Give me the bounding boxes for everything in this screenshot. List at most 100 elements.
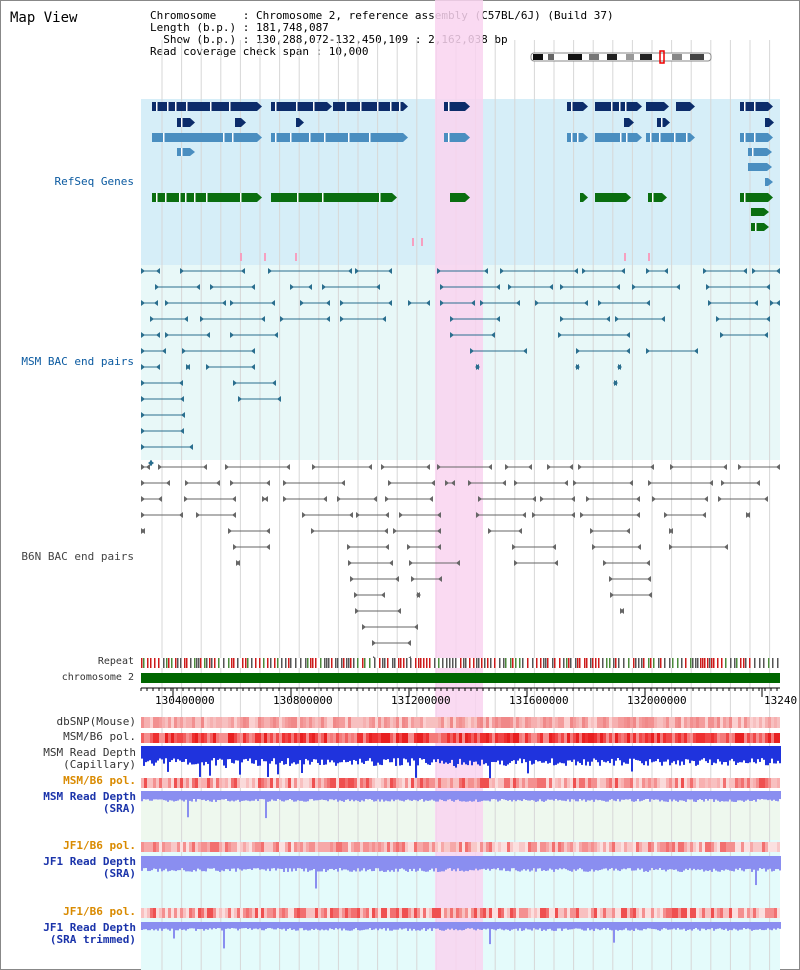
repeat-element	[245, 658, 247, 668]
msm-b6-pol-cell	[204, 778, 207, 788]
jf1-sra-depth-bar	[453, 856, 455, 870]
msm-b6-pol-cell	[300, 778, 303, 788]
jf1-trimmed-depth-bar	[411, 922, 413, 931]
jf1-trimmed-depth-bar	[445, 922, 447, 930]
msm-sra-depth-bar	[491, 791, 493, 800]
jf1-trimmed-depth-bar	[443, 922, 445, 931]
msm-b6-pol-cell	[369, 733, 372, 743]
msm-capillary-depth-bar	[407, 746, 409, 763]
dbsnp-cell	[360, 717, 363, 728]
jf1-trimmed-depth-bar	[457, 922, 459, 931]
repeat-element	[536, 658, 538, 668]
msm-b6-pol-cell	[213, 733, 216, 743]
jf1-b6-pol-cell	[192, 908, 195, 918]
track-label-refseq[interactable]: RefSeq Genes	[54, 175, 134, 188]
jf1-sra-depth-bar	[151, 856, 153, 871]
jf1-sra-depth-bar	[767, 856, 769, 870]
jf1-sra-depth-bar	[779, 856, 781, 871]
msm-capillary-depth-bar	[337, 746, 339, 764]
msm-sra-depth-bar	[749, 791, 751, 801]
msm-b6-pol-cell	[630, 778, 633, 788]
jf1-trimmed-depth-bar	[169, 922, 171, 931]
jf1-b6-pol-cell	[312, 908, 315, 918]
bac-end	[437, 464, 441, 470]
msm-capillary-depth-bar	[599, 746, 601, 766]
msm-b6-pol-cell	[165, 733, 168, 743]
track-label-msm-bac[interactable]: MSM BAC end pairs	[21, 355, 134, 368]
jf1-sra-depth-bar	[477, 856, 479, 871]
msm-sra-depth-bar	[237, 791, 239, 800]
jf1-sra-depth-bar	[459, 856, 461, 872]
jf1-b6-pol-cell	[480, 842, 483, 852]
jf1-sra-depth-bar	[449, 856, 451, 869]
jf1-b6-pol-cell	[585, 908, 588, 918]
jf1-b6-pol-cell	[636, 842, 639, 852]
jf1-b6-pol-cell	[717, 908, 720, 918]
msm-sra-depth-bar	[257, 791, 259, 802]
jf1-b6-pol-cell	[696, 842, 699, 852]
jf1-b6-pol-cell	[657, 908, 660, 918]
msm-b6-pol-cell	[282, 778, 285, 788]
jf1-b6-pol-cell	[756, 908, 759, 918]
bac-end	[355, 608, 359, 614]
jf1-sra-depth-bar	[439, 856, 441, 872]
repeat-element	[357, 658, 359, 668]
msm-sra-depth-bar	[549, 791, 551, 800]
msm-sra-depth-bar	[163, 791, 165, 801]
jf1-sra-depth-bar	[417, 856, 419, 871]
msm-sra-depth-bar	[487, 791, 489, 801]
jf1-trimmed-depth-bar	[247, 922, 249, 930]
msm-capillary-depth-bar	[163, 746, 165, 764]
bac-end	[558, 332, 562, 338]
msm-b6-pol-cell	[684, 733, 687, 743]
msm-b6-pol-cell	[732, 778, 735, 788]
msm-b6-pol-cell	[177, 778, 180, 788]
msm-b6-pol-cell	[621, 778, 624, 788]
msm-sra-depth-bar	[547, 791, 549, 800]
jf1-trimmed-depth-bar	[501, 922, 503, 930]
msm-sra-depth-bar	[243, 791, 245, 801]
dbsnp-cell	[288, 717, 291, 728]
jf1-b6-pol-cell	[168, 908, 171, 918]
bac-end	[547, 464, 551, 470]
msm-capillary-depth-bar	[533, 746, 535, 764]
jf1-b6-pol-cell	[255, 908, 258, 918]
jf1-trimmed-depth-bar	[503, 922, 505, 931]
msm-b6-pol-cell	[723, 778, 726, 788]
msm-b6-pol-cell	[501, 778, 504, 788]
jf1-b6-pol-cell	[357, 842, 360, 852]
gene-block	[271, 102, 327, 111]
jf1-b6-pol-cell	[375, 908, 378, 918]
msm-b6-pol-cell	[147, 733, 150, 743]
exon-gap	[652, 193, 654, 202]
msm-capillary-depth-bar	[775, 746, 777, 764]
msm-b6-pol-cell	[573, 733, 576, 743]
bac-end	[522, 512, 526, 518]
msm-b6-pol-cell	[210, 733, 213, 743]
track-label-b6n-bac[interactable]: B6N BAC end pairs	[21, 550, 134, 563]
jf1-b6-pol-cell	[417, 842, 420, 852]
msm-b6-pol-cell	[201, 733, 204, 743]
jf1-b6-pol-cell	[360, 908, 363, 918]
jf1-trimmed-depth-bar	[421, 922, 423, 930]
jf1-b6-pol-cell	[654, 842, 657, 852]
dbsnp-cell	[273, 717, 276, 728]
jf1-sra-depth-bar	[379, 856, 381, 872]
bac-end	[637, 544, 641, 550]
dbsnp-cell	[306, 717, 309, 728]
msm-capillary-depth-bar	[543, 746, 545, 763]
jf1-b6-pol-cell	[573, 842, 576, 852]
jf1-trimmed-depth-bar	[275, 922, 277, 930]
exon-gap	[686, 133, 688, 142]
msm-sra-depth-bar	[185, 791, 187, 800]
bac-end	[560, 316, 564, 322]
jf1-sra-depth-bar	[549, 856, 551, 869]
jf1-trimmed-depth-bar	[627, 922, 629, 931]
msm-b6-pol-cell	[396, 778, 399, 788]
dbsnp-cell	[561, 717, 564, 728]
dbsnp-cell	[675, 717, 678, 728]
exon-gap	[571, 133, 573, 142]
jf1-b6-pol-cell	[222, 908, 225, 918]
ideogram-band	[640, 54, 652, 60]
